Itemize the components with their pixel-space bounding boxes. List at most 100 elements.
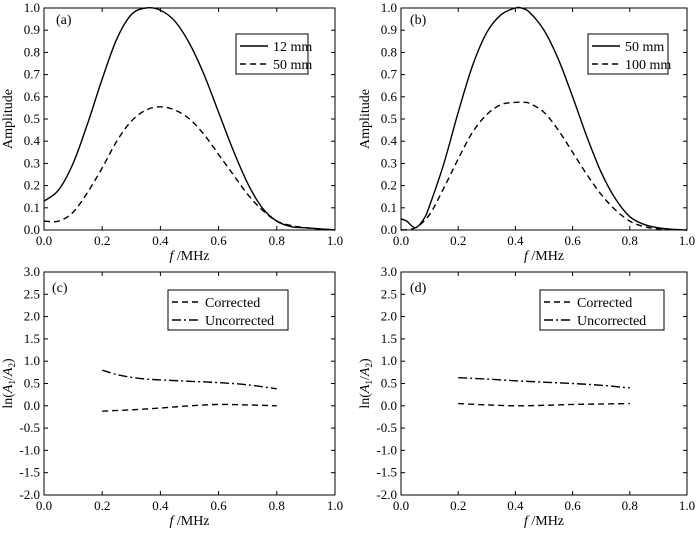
y-tick-label: -2.0 [376,487,397,502]
series-line-uncorrected [101,369,277,390]
x-axis-label-unit: /MHz [173,514,209,529]
y-label-part: ln( [358,393,373,409]
y-label-sub: 2 [364,363,374,368]
legend: Corrected Uncorrected [167,289,289,331]
y-tick-label: -2.0 [19,487,40,502]
y-label-sub: 1 [7,380,17,385]
y-label-part: ln( [1,393,16,409]
series-line-corrected [102,403,277,412]
y-tick-label: 0.9 [24,22,40,37]
legend-label: 50 mm [625,40,664,55]
y-tick-label: 0.0 [24,398,40,413]
y-axis-label: Amplitude [1,89,16,149]
y-tick-label: 0.3 [381,155,397,170]
y-tick-label: 3.0 [24,264,40,279]
y-tick-label: 0.0 [381,222,397,237]
y-tick-label: 0.5 [24,111,40,126]
x-axis-label-italic: f [169,514,175,529]
y-label-part: A [358,367,373,377]
x-tick-label: 0.6 [564,233,581,248]
y-label-part: ) [358,358,373,363]
y-tick-label: 0.7 [24,67,41,82]
x-axis-label: f /MHz [169,514,209,529]
x-tick-label: 0.6 [564,498,581,513]
chart-panel-c: 0.0 0.2 0.4 0.6 0.8 1.0 -2.0 -1.5 -1.0 -0.5 0.0 0.5… [1,264,343,529]
x-tick-label: 1.0 [679,498,695,513]
x-axis-label-unit: /MHz [173,249,209,264]
y-tick-label: 0.7 [381,67,398,82]
panel-label: (d) [410,281,427,296]
y-tick-label: 0.9 [381,22,397,37]
x-tick-label: 0.0 [393,233,409,248]
x-axis-label-italic: f [524,514,530,529]
y-tick-label: 1.0 [24,0,40,15]
chart-panel-a: 0.0 0.2 0.4 0.6 0.8 1.0 0.0 0.1 0.2 0.3 0.4 0.5 0.6 0… [1,0,343,264]
panel-label: (c) [52,281,68,296]
x-tick-label: 0.8 [269,233,285,248]
y-tick-label: -0.5 [19,420,40,435]
x-axis-label: f /MHz [524,249,564,264]
legend-label: Uncorrected [577,314,646,329]
legend: 12 mm 50 mm [235,33,312,75]
x-axis-label: f /MHz [524,514,564,529]
panel-label: (b) [410,13,427,28]
y-tick-label: 0.0 [24,222,40,237]
y-tick-label: 1.0 [24,353,40,368]
legend: 50 mm 100 mm [587,33,671,75]
y-tick-label: 0.2 [381,178,397,193]
series-line-100-mm [400,101,688,231]
y-axis-label: ln(A1/A2) [358,358,374,409]
x-tick-label: 0.8 [269,498,285,513]
y-tick-label: 0.8 [381,44,397,59]
x-tick-label: 0.2 [450,233,466,248]
y-tick-label: 1.5 [381,331,397,346]
legend-label: Uncorrected [205,314,274,329]
x-tick-label: 1.0 [679,233,695,248]
legend-label: 50 mm [273,58,312,73]
y-tick-label: 0.5 [24,376,40,391]
series-line-50-mm [400,6,688,231]
legend-box [587,33,669,75]
y-label-part: / [358,376,373,380]
y-tick-label: 2.0 [381,309,397,324]
y-tick-label: 1.0 [381,0,397,15]
legend: Corrected Uncorrected [539,289,665,331]
chart-panel-d: 0.0 0.2 0.4 0.6 0.8 1.0 -2.0 -1.5 -1.0 -0.5 0.0 0.5… [358,264,695,529]
legend-box [235,33,309,75]
x-axis-label: f /MHz [169,249,209,264]
x-tick-label: 0.6 [210,233,227,248]
legend-label: 100 mm [625,58,671,73]
x-tick-label: 0.8 [622,498,638,513]
y-tick-label: 1.0 [381,353,397,368]
x-axis-label-italic: f [169,249,175,264]
y-tick-label: 0.4 [381,133,398,148]
y-axis-label: Amplitude [358,89,373,149]
y-tick-label: 2.0 [24,309,40,324]
y-tick-label: 0.0 [381,398,397,413]
x-tick-label: 0.4 [152,498,169,513]
y-tick-label: -1.5 [376,465,397,480]
chart-panel-b: 0.0 0.2 0.4 0.6 0.8 1.0 0.0 0.1 0.2 0.3 0.4 0.5 0.6 0… [358,0,695,264]
x-tick-label: 1.0 [327,233,343,248]
y-tick-label: -1.5 [19,465,40,480]
y-label-part: A [358,384,373,394]
x-tick-label: 0.6 [210,498,227,513]
y-tick-label: 0.6 [381,89,398,104]
y-tick-label: -0.5 [376,420,397,435]
x-axis-label-italic: f [524,249,530,264]
x-tick-label: 0.4 [507,233,524,248]
y-tick-label: 0.4 [24,133,41,148]
series-line-corrected [458,402,630,407]
y-label-part: ) [1,358,16,363]
x-tick-label: 0.4 [152,233,169,248]
x-axis-label-unit: /MHz [528,249,564,264]
x-axis-label-unit: /MHz [528,514,564,529]
y-label-sub: 2 [7,363,17,368]
y-tick-label: 0.2 [24,178,40,193]
x-tick-label: 0.0 [36,233,52,248]
y-label-part: A [1,367,16,377]
y-tick-label: 2.5 [24,286,40,301]
legend-box [539,289,665,331]
x-tick-label: 1.0 [327,498,343,513]
series-line-uncorrected [458,377,630,389]
